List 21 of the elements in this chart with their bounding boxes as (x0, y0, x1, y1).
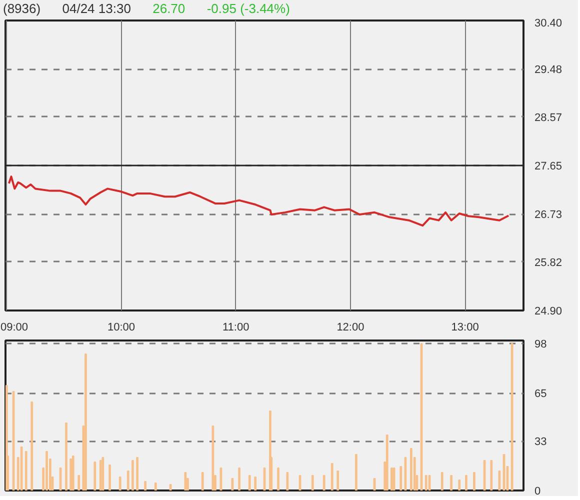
text: -0.95 (-3.44%) (206, 1, 290, 16)
y-tick-label: 33 (534, 436, 547, 448)
y-tick-label: 27.65 (534, 160, 562, 172)
y-tick-label: 26.73 (534, 209, 562, 222)
y-tick-label: 28.57 (534, 112, 562, 124)
chart-subtitle: 04/24 13:30 (62, 1, 131, 16)
y-tick-label: 29.48 (534, 64, 562, 76)
x-tick-label: 10:00 (107, 322, 136, 334)
text: 26.70 (152, 1, 186, 16)
y-tick-label: 24.90 (534, 306, 562, 318)
y-tick-label: 30.40 (534, 18, 562, 30)
y-tick-label: 98 (534, 338, 547, 350)
x-tick-label: 12:00 (336, 322, 364, 334)
x-tick-label: 11:00 (222, 322, 250, 334)
y-tick-label: 25.82 (534, 256, 562, 269)
x-tick-label: 09:00 (0, 322, 28, 334)
y-tick-label: 0 (534, 486, 541, 498)
x-tick-label: 13:00 (451, 322, 479, 334)
chart-title: (8936) (3, 1, 41, 16)
line-series (8, 176, 510, 227)
y-tick-label: 65 (534, 388, 547, 400)
